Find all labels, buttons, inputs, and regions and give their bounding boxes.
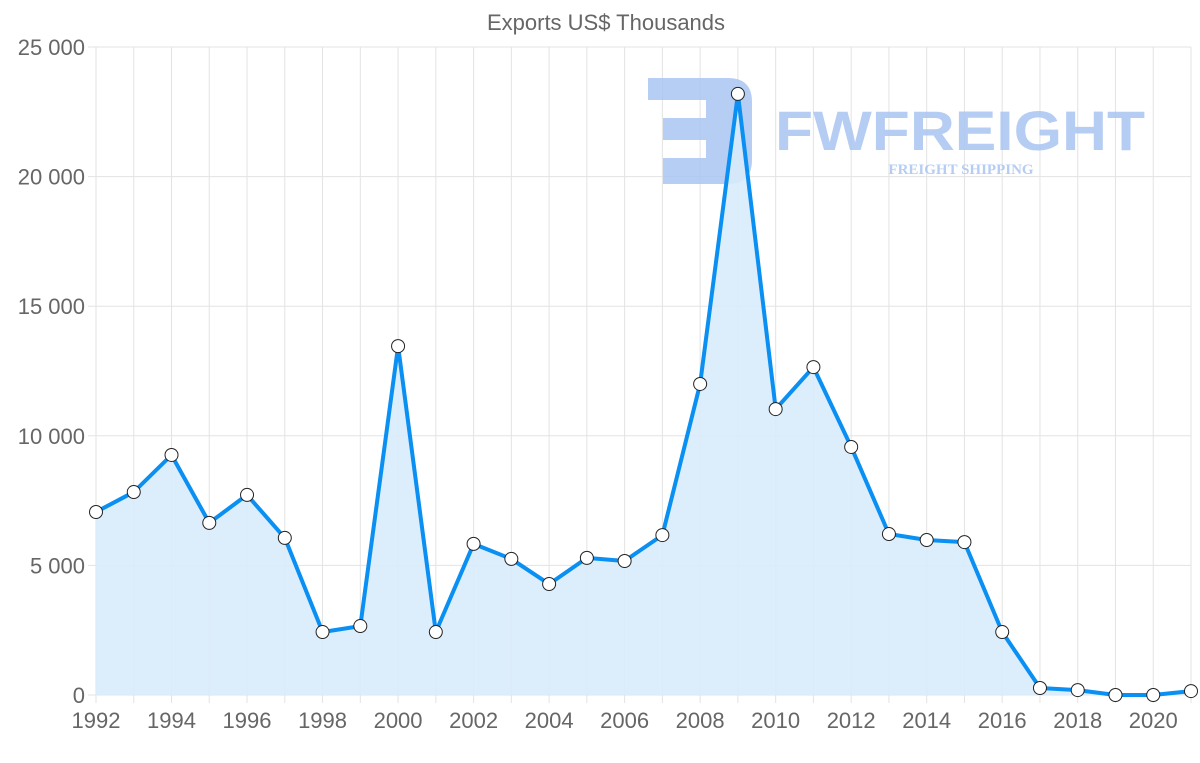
series-area-fill xyxy=(96,93,1191,695)
x-tick-label: 2006 xyxy=(600,708,649,733)
data-point[interactable] xyxy=(919,532,934,547)
data-point[interactable] xyxy=(504,551,519,566)
data-point[interactable] xyxy=(806,360,821,375)
data-point[interactable] xyxy=(693,376,708,391)
x-tick-label: 1996 xyxy=(223,708,272,733)
data-points xyxy=(89,86,1198,702)
y-tick-label: 20 000 xyxy=(18,165,85,190)
data-point[interactable] xyxy=(1070,683,1085,698)
data-point[interactable] xyxy=(240,487,255,502)
x-tick-label: 2004 xyxy=(525,708,574,733)
data-point[interactable] xyxy=(466,536,481,551)
y-tick-label: 0 xyxy=(73,683,85,708)
y-tick-label: 15 000 xyxy=(18,294,85,319)
x-tick-label: 1998 xyxy=(298,708,347,733)
x-tick-label: 1994 xyxy=(147,708,196,733)
x-tick-label: 1992 xyxy=(72,708,121,733)
data-point[interactable] xyxy=(617,553,632,568)
series-line xyxy=(95,91,1192,697)
x-tick-label: 2020 xyxy=(1129,708,1178,733)
data-point[interactable] xyxy=(1108,688,1123,702)
x-tick-label: 2014 xyxy=(902,708,951,733)
data-point[interactable] xyxy=(730,86,745,101)
x-tick-label: 2008 xyxy=(676,708,725,733)
x-axis-ticks: 1992 1994 1996 1998 2000 2002 2004 2006 2008 2010… xyxy=(72,708,1178,733)
svg-text:FREIGHT SHIPPING: FREIGHT SHIPPING xyxy=(888,162,1033,178)
data-point[interactable] xyxy=(1032,681,1047,696)
data-point[interactable] xyxy=(277,530,292,545)
data-point[interactable] xyxy=(391,339,406,354)
x-tick-label: 2018 xyxy=(1053,708,1102,733)
data-point[interactable] xyxy=(202,515,217,530)
data-point[interactable] xyxy=(1184,684,1198,699)
x-tick-label: 2010 xyxy=(751,708,800,733)
y-tick-label: 10 000 xyxy=(18,424,85,449)
data-point[interactable] xyxy=(428,625,443,640)
data-point[interactable] xyxy=(579,550,594,565)
data-point[interactable] xyxy=(542,577,557,592)
x-tick-label: 2016 xyxy=(978,708,1027,733)
data-point[interactable] xyxy=(655,528,670,543)
data-point[interactable] xyxy=(164,447,179,462)
data-point[interactable] xyxy=(89,505,103,520)
y-tick-label: 25 000 xyxy=(18,35,85,60)
fwfreight-watermark-logo: FWFREIGHT FREIGHT SHIPPING xyxy=(648,78,1145,184)
chart-title: Exports US$ Thousands xyxy=(487,10,725,35)
data-point[interactable] xyxy=(995,625,1010,640)
data-point[interactable] xyxy=(353,619,368,634)
data-point[interactable] xyxy=(844,439,859,454)
data-point[interactable] xyxy=(126,485,141,500)
data-point[interactable] xyxy=(881,527,896,542)
svg-text:FWFREIGHT: FWFREIGHT xyxy=(775,99,1145,162)
y-tick-label: 5 000 xyxy=(30,553,85,578)
data-point[interactable] xyxy=(315,625,330,640)
y-axis-ticks: 0 5 000 10 000 15 000 20 000 25 000 xyxy=(18,35,85,708)
data-point[interactable] xyxy=(768,402,783,417)
x-tick-label: 2002 xyxy=(449,708,498,733)
data-point[interactable] xyxy=(1146,688,1161,702)
data-point[interactable] xyxy=(957,535,972,550)
x-tick-label: 2012 xyxy=(827,708,876,733)
x-tick-label: 2000 xyxy=(374,708,423,733)
